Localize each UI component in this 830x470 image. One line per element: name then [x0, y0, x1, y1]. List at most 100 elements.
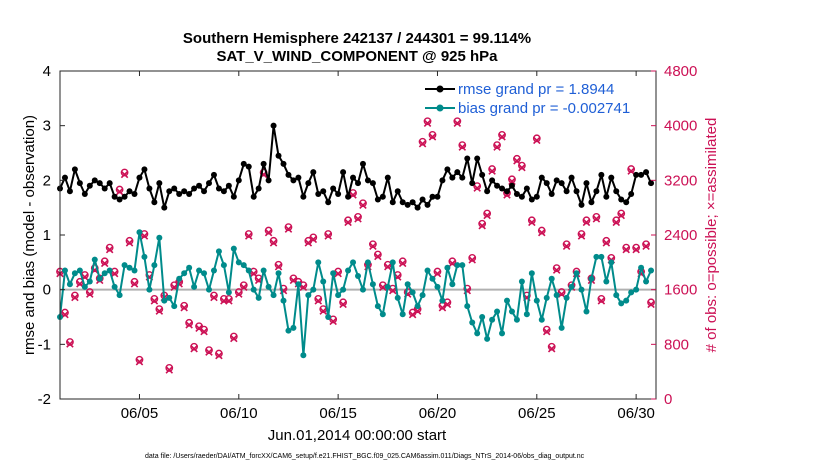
obs-assimilated-point: [592, 215, 601, 223]
obs-possible-point: [165, 364, 174, 372]
bias-point: [494, 308, 501, 315]
bias-point: [230, 245, 237, 252]
obs-assimilated-point: [384, 262, 392, 271]
rmse-point: [618, 196, 625, 203]
x-tick-label: 06/20: [419, 405, 457, 422]
y-tick-label: -2: [38, 391, 51, 408]
obs-assimilated-point: [398, 259, 407, 268]
obs-possible-point: [339, 298, 347, 307]
obs-assimilated-point: [200, 327, 208, 336]
rmse-point: [528, 196, 535, 203]
obs-possible-point: [557, 288, 566, 296]
rmse-point: [225, 182, 232, 189]
rmse-point: [265, 177, 272, 184]
bias-point: [603, 278, 610, 285]
bias-point: [523, 311, 530, 318]
bias-point: [225, 289, 232, 296]
obs-possible-point: [642, 240, 650, 249]
rmse-point: [335, 191, 342, 197]
rmse-point: [598, 171, 605, 178]
y2-tick-label: 4000: [664, 118, 697, 135]
obs-possible-point: [229, 332, 238, 341]
obs-assimilated-point: [344, 218, 352, 227]
obs-possible-point: [210, 291, 218, 300]
obs-possible-point: [274, 260, 283, 269]
obs-possible-point: [582, 216, 591, 225]
obs-possible-point: [354, 213, 362, 221]
obs-assimilated-point: [443, 300, 452, 309]
bias-point: [618, 300, 625, 307]
obs-assimilated-point: [413, 307, 422, 315]
bias-point: [235, 259, 242, 266]
rmse-point: [583, 180, 590, 187]
bias-point: [121, 262, 128, 269]
legend-bias-marker: [436, 104, 444, 112]
obs-assimilated-point: [120, 170, 129, 179]
bias-point: [583, 308, 590, 315]
rmse-point: [255, 185, 262, 192]
bias-point: [489, 316, 496, 323]
rmse-point: [404, 201, 411, 208]
bias-point: [469, 319, 476, 326]
rmse-point: [181, 188, 188, 195]
bias-point: [250, 286, 257, 293]
obs-possible-point: [269, 236, 278, 245]
y-axis-label: rmse and bias (model - observation): [21, 115, 38, 355]
bias-point: [439, 297, 446, 304]
rmse-point: [613, 188, 620, 195]
rmse-point: [379, 193, 386, 200]
bias-point: [538, 316, 545, 323]
obs-possible-point: [463, 284, 472, 293]
bias-point: [350, 259, 357, 266]
bias-point: [285, 327, 292, 334]
bias-point: [459, 262, 466, 269]
obs-possible-point: [324, 230, 333, 238]
bias-point: [325, 314, 332, 320]
obs-possible-point: [150, 295, 159, 303]
obs-assimilated-point: [309, 235, 318, 244]
obs-assimilated-point: [66, 340, 74, 348]
obs-possible-point: [359, 199, 367, 208]
obs-possible-point: [373, 250, 382, 259]
obs-assimilated-point: [269, 239, 278, 247]
rmse-point: [320, 188, 327, 195]
obs-possible-point: [483, 209, 492, 218]
rmse-point: [340, 169, 347, 176]
rmse-point: [593, 188, 600, 195]
obs-assimilated-point: [155, 307, 164, 315]
obs-possible-point: [627, 165, 636, 173]
y-tick-label: 3: [43, 118, 51, 135]
y-tick-label: 0: [43, 282, 51, 299]
bias-point: [220, 262, 227, 269]
bias-point: [111, 283, 118, 290]
rmse-point: [61, 174, 68, 181]
bias-point: [181, 270, 188, 277]
rmse-point: [369, 180, 376, 187]
bias-point: [384, 283, 391, 290]
bias-point: [434, 283, 441, 290]
obs-possible-point: [284, 223, 293, 232]
bias-point: [66, 281, 73, 288]
obs-assimilated-point: [577, 232, 586, 240]
rmse-point: [469, 180, 476, 187]
rmse-point: [359, 160, 366, 167]
rmse-point: [548, 191, 555, 197]
rmse-point: [543, 180, 550, 187]
rmse-point: [146, 185, 153, 192]
obs-possible-point: [215, 349, 223, 358]
bias-point: [71, 270, 78, 277]
rmse-point: [628, 191, 635, 197]
obs-possible-point: [562, 240, 571, 249]
obs-possible-point: [468, 254, 477, 262]
obs-possible-point: [518, 161, 526, 170]
obs-possible-point: [423, 117, 432, 126]
rmse-point: [489, 177, 496, 184]
axes-ticks: 06/05 06/10 06/15 06/20 06/25 06/30-2-1012340…: [38, 63, 698, 422]
bias-point: [215, 248, 222, 255]
legend-bias-label: bias grand pr = -0.002741: [458, 100, 630, 117]
legend: rmse grand pr = 1.8944 bias grand pr = -…: [425, 81, 630, 117]
bias-point: [260, 267, 267, 274]
bias-point: [518, 278, 525, 285]
bias-point: [548, 275, 555, 282]
y-tick-label: 1: [43, 227, 51, 244]
